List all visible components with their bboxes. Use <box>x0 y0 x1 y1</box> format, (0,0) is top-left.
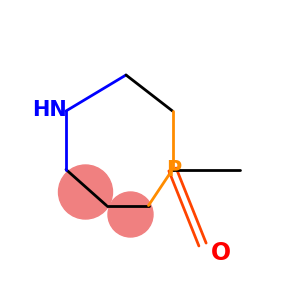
Text: O: O <box>210 242 231 266</box>
Text: HN: HN <box>32 100 67 119</box>
Circle shape <box>108 192 153 237</box>
Circle shape <box>58 165 112 219</box>
Text: P: P <box>167 160 182 179</box>
